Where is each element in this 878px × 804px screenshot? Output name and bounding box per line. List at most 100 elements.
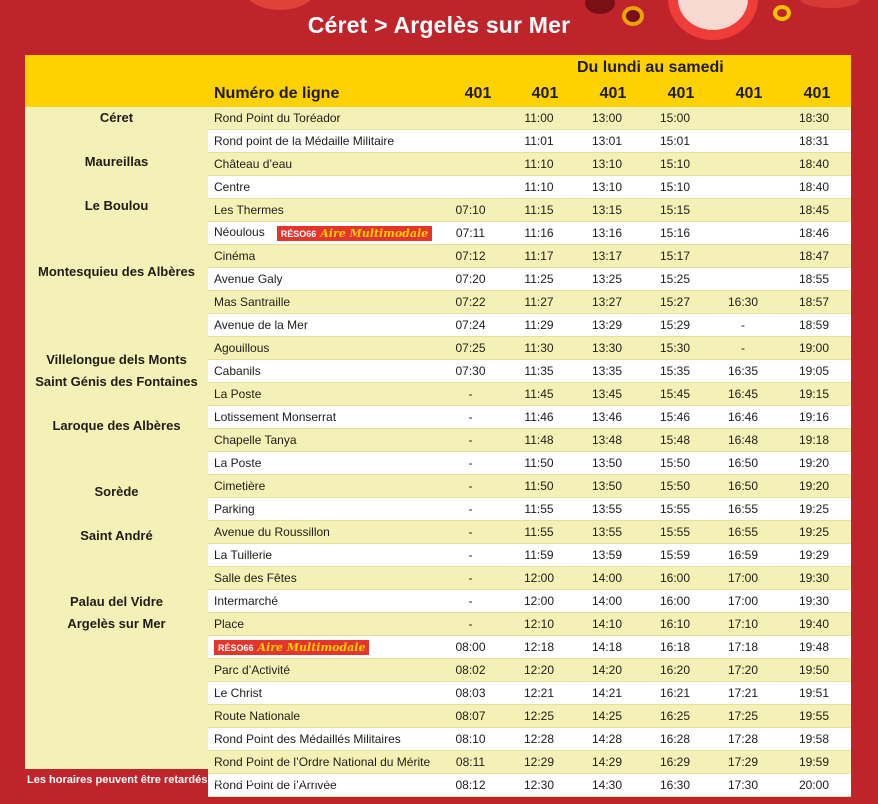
departure-time: 19:00 xyxy=(777,336,851,360)
departure-time: 13:16 xyxy=(573,221,641,245)
departure-time xyxy=(709,175,777,199)
departure-time xyxy=(709,107,777,130)
departure-time: 16:20 xyxy=(641,658,709,682)
stop-name: Avenue de la Mer xyxy=(208,313,436,337)
stop-label: Agouillous xyxy=(214,341,270,355)
stop-name: Chapelle Tanya xyxy=(208,428,436,452)
departure-time: 11:46 xyxy=(505,405,573,429)
table-row: Chapelle Tanya -11:48 13:48 15:48 16:48 19:18 xyxy=(208,428,851,452)
table-row: Avenue du Roussillon -11:55 13:55 15:55 16:5… xyxy=(208,520,851,544)
reso66-logo: RÉSO66 xyxy=(218,642,254,653)
line-number-6: 401 xyxy=(803,85,831,102)
table-row: Cinéma 07:12 11:17 13:17 15:17 18:47 xyxy=(208,244,851,268)
departure-time: 11:45 xyxy=(505,382,573,406)
departure-time: 15:00 xyxy=(641,107,709,130)
departure-time: 08:07 xyxy=(436,704,505,728)
departure-time: 11:10 xyxy=(505,175,573,199)
stop-name: Rond Point du Toréador xyxy=(208,107,436,130)
departure-time: 18:46 xyxy=(777,221,851,245)
departure-time: 15:25 xyxy=(641,267,709,291)
departure-time: 16:21 xyxy=(641,681,709,705)
departure-time: 12:10 xyxy=(505,612,573,636)
commune-name: Palau del Vidre xyxy=(70,594,163,609)
table-row: Parc d’Activité 08:02 12:20 14:20 16:20 17:20… xyxy=(208,658,851,682)
departure-time: 08:03 xyxy=(436,681,505,705)
stop-name: Place xyxy=(208,612,436,636)
departure-time: 07:11 xyxy=(436,221,505,245)
commune-name: Laroque des Albères xyxy=(52,418,181,433)
table-row: Rond Point de l’Arrivée 08:12 12:30 14:30 16… xyxy=(208,773,851,797)
departure-time: 19:51 xyxy=(777,681,851,705)
departure-time: 16:29 xyxy=(641,750,709,774)
commune-name: Saint Génis des Fontaines xyxy=(35,374,198,389)
departure-time: - xyxy=(436,428,505,452)
departure-time: 17:18 xyxy=(709,635,777,659)
departure-time xyxy=(709,267,777,291)
departure-time: 16:00 xyxy=(641,589,709,613)
table-row: Intermarché -12:00 14:00 16:00 17:00 19:30 xyxy=(208,589,851,613)
timetable-header: Du lundi au samedi Numéro de ligne 401 40… xyxy=(25,55,851,107)
decorative-circle xyxy=(773,5,791,21)
stop-label: Rond point de la Médaille Militaire xyxy=(214,134,395,148)
departure-time: - xyxy=(436,612,505,636)
table-row: Place -12:10 14:10 16:10 17:10 19:40 xyxy=(208,612,851,636)
departure-time: 16:25 xyxy=(641,704,709,728)
commune-name: Le Boulou xyxy=(84,198,149,213)
departure-time: 12:21 xyxy=(505,681,573,705)
departure-time: 15:50 xyxy=(641,451,709,475)
reso66-logo: RÉSO66 xyxy=(280,228,317,239)
departure-time: 19:59 xyxy=(777,750,851,774)
departure-time: 13:55 xyxy=(573,497,641,521)
stop-label: Les Thermes xyxy=(214,203,284,217)
table-row: Les Thermes 07:10 11:15 13:15 15:15 18:45 xyxy=(208,198,851,222)
stop-label: Avenue du Roussillon xyxy=(214,525,330,539)
departure-time: 17:10 xyxy=(709,612,777,636)
commune-name: Saint André xyxy=(80,528,153,543)
departure-time: 15:27 xyxy=(641,290,709,314)
table-row: Mas Santraille 07:22 11:27 13:27 15:27 16:30 1… xyxy=(208,290,851,314)
table-row: Le Christ 08:03 12:21 14:21 16:21 17:21 19:51 xyxy=(208,681,851,705)
departure-time: 07:22 xyxy=(436,290,505,314)
departure-time: 13:48 xyxy=(573,428,641,452)
departure-time: 19:48 xyxy=(777,635,851,659)
departure-time: - xyxy=(436,382,505,406)
timetable: Du lundi au samedi Numéro de ligne 401 40… xyxy=(25,55,851,797)
departure-time: 19:30 xyxy=(777,566,851,590)
departure-time: 19:20 xyxy=(777,474,851,498)
departure-time: 12:18 xyxy=(505,635,573,659)
departure-time: - xyxy=(709,336,777,360)
departure-time: 18:59 xyxy=(777,313,851,337)
commune-name: Maureillas xyxy=(84,154,149,169)
departure-time: 12:00 xyxy=(505,589,573,613)
departure-time: 19:58 xyxy=(777,727,851,751)
stop-name: Rond Point des Médaillés Militaires xyxy=(208,727,436,751)
departure-time: 13:00 xyxy=(573,107,641,130)
departure-time: 11:10 xyxy=(505,152,573,176)
table-row: La Poste -11:45 13:45 15:45 16:45 19:15 xyxy=(208,382,851,406)
stop-name: Agouillous xyxy=(208,336,436,360)
departure-time: 19:30 xyxy=(777,589,851,613)
departure-time: 11:17 xyxy=(505,244,573,268)
departure-time: 15:10 xyxy=(641,152,709,176)
departure-time: 19:16 xyxy=(777,405,851,429)
departure-time: 14:00 xyxy=(573,566,641,590)
departure-time: 16:55 xyxy=(709,520,777,544)
stop-name: La Poste xyxy=(208,382,436,406)
stop-label: Avenue Galy xyxy=(214,272,283,286)
departure-time: 08:10 xyxy=(436,727,505,751)
stop-name: Mas Santraille xyxy=(208,290,436,314)
footnote: Les horaires peuvent être retardés en ca… xyxy=(27,774,347,786)
departure-time: 12:28 xyxy=(505,727,573,751)
departure-time xyxy=(709,198,777,222)
stop-label: Cabanils xyxy=(214,364,261,378)
departure-time: 07:25 xyxy=(436,336,505,360)
departure-time: 16:48 xyxy=(709,428,777,452)
departure-time: 11:55 xyxy=(505,520,573,544)
departure-time: 07:20 xyxy=(436,267,505,291)
commune-name: Sorède xyxy=(94,484,139,499)
departure-time: 16:50 xyxy=(709,474,777,498)
departure-time: 13:10 xyxy=(573,175,641,199)
departure-time: 13:25 xyxy=(573,267,641,291)
departure-time: 17:21 xyxy=(709,681,777,705)
departure-time: 13:45 xyxy=(573,382,641,406)
